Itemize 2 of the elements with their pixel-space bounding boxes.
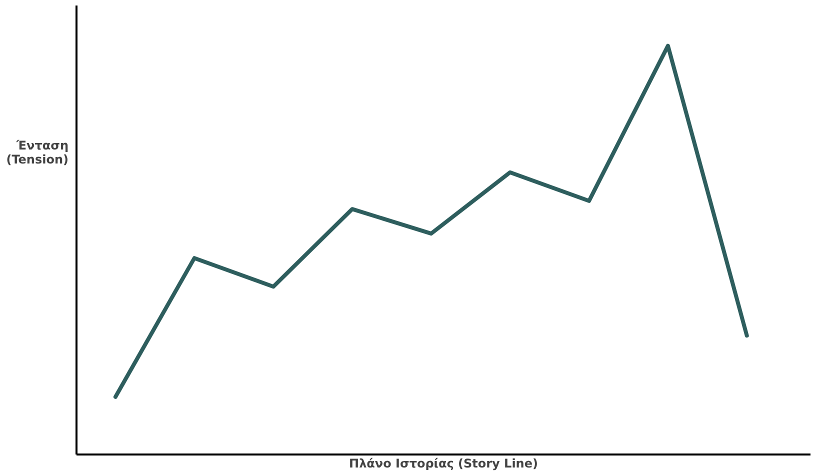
x-axis-title: Πλάνο Ιστορίας (Story Line) (349, 456, 538, 470)
y-axis-title: Ένταση (Tension) (6, 138, 68, 166)
